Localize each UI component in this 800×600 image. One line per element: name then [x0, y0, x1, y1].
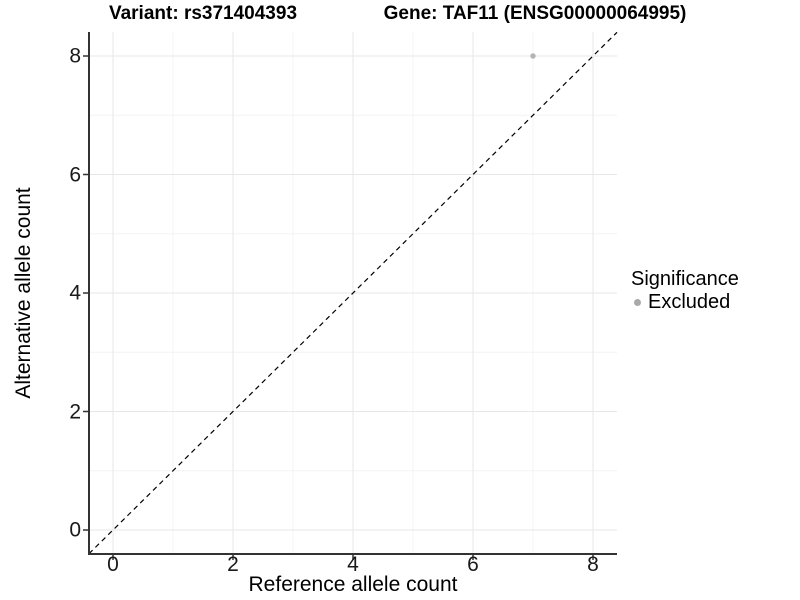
x-tick-label: 0 [107, 553, 119, 576]
x-tick-label: 8 [587, 553, 599, 576]
x-tick-label: 2 [227, 553, 239, 576]
x-tick-label: 6 [467, 553, 479, 576]
y-tick-label: 2 [69, 400, 81, 423]
legend-items: Excluded [631, 291, 739, 313]
y-tick-label: 0 [69, 518, 81, 542]
y-tick-label: 4 [69, 281, 81, 305]
legend-item: Excluded [631, 291, 739, 313]
y-axis-title: Alternative allele count [12, 187, 35, 399]
legend-item-label: Excluded [648, 291, 731, 313]
identity-line [88, 31, 618, 555]
data-point [530, 53, 536, 59]
x-tick-label: 4 [347, 553, 359, 576]
x-axis-title: Reference allele count [248, 573, 458, 596]
gene-title: Gene: TAF11 (ENSG00000064995) [383, 3, 687, 24]
y-tick-label: 8 [69, 44, 81, 68]
legend-title: Significance [631, 268, 739, 290]
variant-title: Variant: rs371404393 [108, 3, 298, 24]
y-tick-label: 6 [69, 163, 81, 186]
legend-key-dot-icon [634, 298, 641, 306]
legend: Significance Excluded [631, 268, 739, 313]
